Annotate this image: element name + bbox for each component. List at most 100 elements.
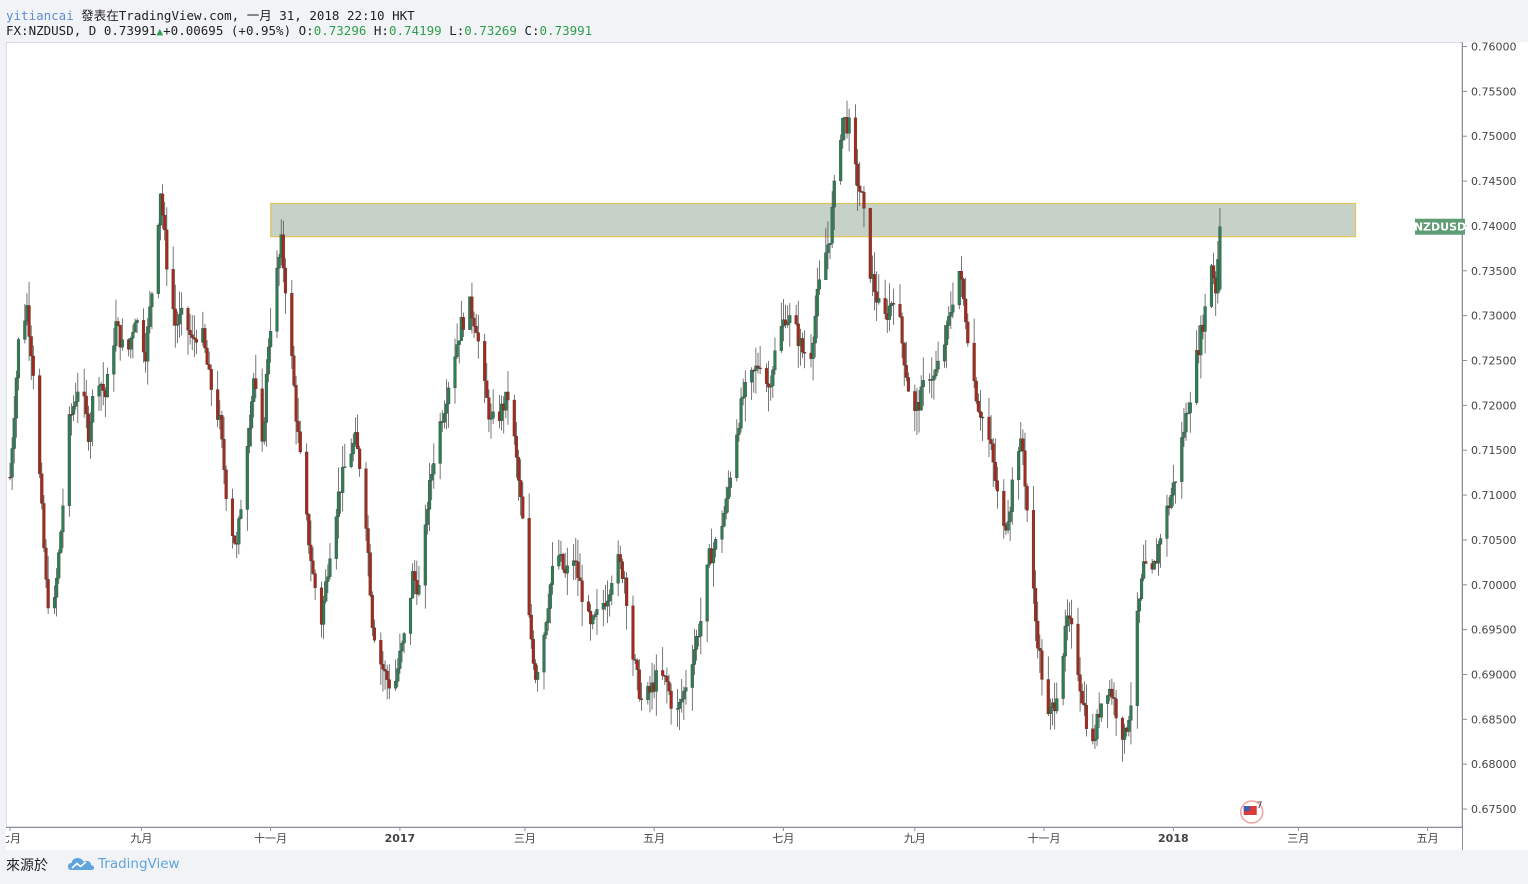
candle-body xyxy=(133,322,137,333)
candle-body xyxy=(517,457,521,481)
candle-body xyxy=(578,577,582,581)
candle-body xyxy=(1055,698,1059,712)
candle-body xyxy=(620,561,624,579)
candle-body xyxy=(1106,695,1110,704)
y-tick-label: 0.71000 xyxy=(1471,489,1517,502)
candle-body xyxy=(586,601,591,612)
candle-body xyxy=(720,525,724,540)
candle-body xyxy=(875,291,879,303)
tradingview-brand: TradingView xyxy=(98,856,180,872)
candle-body xyxy=(239,509,243,519)
candle-body xyxy=(1110,688,1114,698)
price-chart[interactable]: 0.67500 0.68000 0.68500 0.69000 0.69500 0.700… xyxy=(6,42,1528,850)
candle-body xyxy=(813,315,817,344)
candle-body xyxy=(618,554,622,562)
candle-body xyxy=(1195,350,1199,403)
candle-body xyxy=(358,448,362,469)
candle-body xyxy=(665,676,669,683)
candle-body xyxy=(889,303,894,306)
candle-body xyxy=(1129,705,1133,721)
candle-body xyxy=(1038,648,1042,651)
candle-body xyxy=(1061,655,1065,699)
candle-body xyxy=(296,421,300,432)
candle-body xyxy=(413,571,417,581)
candle-body xyxy=(900,316,904,344)
candle-body xyxy=(964,298,968,323)
candle-body xyxy=(714,539,718,550)
candle-body xyxy=(245,446,249,510)
candle-body xyxy=(699,621,703,637)
candle-body xyxy=(576,561,580,578)
candle-body xyxy=(788,315,792,323)
candle-body xyxy=(773,350,777,371)
y-tick-label: 0.71500 xyxy=(1471,444,1517,457)
candle-body xyxy=(839,140,843,182)
tradingview-logo[interactable]: TradingView xyxy=(68,856,180,872)
candle-body xyxy=(290,292,294,356)
candle-body xyxy=(724,498,728,514)
candle-body xyxy=(180,308,184,315)
candle-body xyxy=(892,303,896,305)
candle-body xyxy=(1165,505,1169,539)
candle-body xyxy=(10,448,14,478)
candle-body xyxy=(381,664,385,670)
candle-body xyxy=(1173,481,1178,483)
candle-body xyxy=(993,462,997,481)
symbol-badge xyxy=(1415,218,1465,235)
candle-body xyxy=(1084,705,1089,729)
candle-body xyxy=(150,293,154,308)
candle-body xyxy=(1144,561,1148,564)
candle-body xyxy=(355,432,360,450)
candle-body xyxy=(148,306,152,327)
candle-body xyxy=(697,635,701,638)
candle-body xyxy=(1025,486,1029,511)
y-tick-label: 0.76000 xyxy=(1471,42,1517,53)
candle-body xyxy=(1186,412,1190,415)
publish-info: 發表在TradingView.com, 一月 31, 2018 22:10 HK… xyxy=(81,8,415,23)
candle-body xyxy=(904,365,908,378)
y-tick-label: 0.74000 xyxy=(1471,220,1517,233)
candle-body xyxy=(741,396,745,399)
candle-body xyxy=(959,270,963,280)
candle-body xyxy=(220,415,224,440)
candle-body xyxy=(574,560,578,563)
open-value: 0.73296 xyxy=(313,23,367,38)
candle-body xyxy=(796,323,800,347)
candle-body xyxy=(294,385,298,422)
candle-body xyxy=(635,660,639,670)
candle-body xyxy=(402,633,406,644)
candle-body xyxy=(447,387,451,405)
candle-body xyxy=(1040,650,1044,680)
candle-body xyxy=(326,576,330,582)
candle-body xyxy=(442,413,446,423)
candle-body xyxy=(383,669,387,672)
candle-body xyxy=(444,403,449,414)
candle-body xyxy=(550,565,555,585)
candle-body xyxy=(322,601,326,625)
author-link[interactable]: yitiancai xyxy=(6,8,74,23)
candle-body xyxy=(453,356,457,389)
candle-body xyxy=(88,422,93,442)
candle-body xyxy=(74,401,78,407)
y-tick-label: 0.69000 xyxy=(1471,668,1517,681)
high-value: 0.74199 xyxy=(388,23,442,38)
candle-body xyxy=(978,411,983,418)
candle-body xyxy=(767,383,771,388)
candle-body xyxy=(485,380,489,398)
candle-body xyxy=(474,325,478,333)
price-change: +0.00695 (+0.95%) xyxy=(163,23,292,38)
candle-body xyxy=(561,554,565,570)
y-tick-label: 0.68500 xyxy=(1471,713,1517,726)
candle-body xyxy=(722,513,726,527)
cloud-logo-icon xyxy=(68,858,94,870)
candle-body xyxy=(936,360,940,370)
candle-body xyxy=(675,708,680,710)
candle-body xyxy=(639,698,644,700)
candle-body xyxy=(370,594,374,628)
candle-body xyxy=(504,391,508,411)
chart-area[interactable]: 0.67500 0.68000 0.68500 0.69000 0.69500 0.700… xyxy=(6,42,1528,850)
resistance-zone xyxy=(270,202,1357,238)
candle-body xyxy=(156,225,160,294)
x-tick-label: 三月 xyxy=(1287,832,1309,845)
candle-body xyxy=(692,649,696,665)
